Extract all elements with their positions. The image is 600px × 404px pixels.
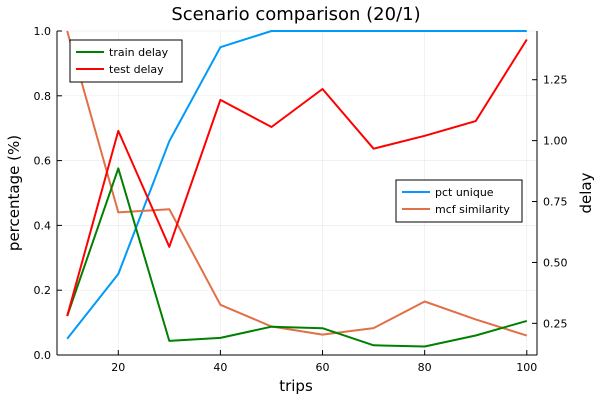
right-tick-label: 1.25: [543, 74, 568, 87]
legend-pct: pct unique mcf similarity: [395, 179, 523, 223]
x-tick-label: 40: [213, 361, 227, 374]
x-tick-label: 80: [418, 361, 432, 374]
left-tick-label: 0.4: [34, 219, 52, 232]
series-line-train-delay: [66, 167, 528, 348]
legend-box: [69, 39, 183, 83]
right-tick-label: 0.50: [543, 256, 568, 269]
left-axis-label: percentage (%): [5, 135, 23, 251]
legend-label-pct-unique: pct unique: [435, 186, 494, 199]
right-tick-label: 0.75: [543, 196, 568, 209]
legend-label-test-delay: test delay: [109, 63, 164, 76]
legend-label-train-delay: train delay: [109, 46, 169, 59]
series-layer: [66, 30, 528, 348]
left-tick-label: 0.2: [34, 284, 52, 297]
left-tick-label: 1.0: [34, 25, 52, 38]
series-line-test-delay: [66, 38, 528, 317]
chart-title: Scenario comparison (20/1): [171, 4, 420, 25]
left-tick-label: 0.6: [34, 155, 52, 168]
legend-label-mcf-similarity: mcf similarity: [435, 203, 510, 216]
right-tick-label: 0.25: [543, 317, 568, 330]
legend-box: [395, 179, 523, 223]
x-axis-label: trips: [279, 377, 313, 395]
x-tick-label: 20: [111, 361, 125, 374]
axis-layer: 20 40 60 80 100 0.0 0.2 0.4 0.6 0.8 1.0 0.25 0.50 0.7…: [34, 25, 568, 374]
series-line-pct-unique: [66, 30, 527, 340]
left-tick-label: 0.8: [34, 90, 52, 103]
legend-delay: train delay test delay: [69, 39, 183, 83]
series-line-mcf-similarity: [66, 30, 528, 337]
right-axis-label: delay: [577, 172, 595, 213]
x-tick-label: 60: [316, 361, 330, 374]
x-tick-label: 100: [516, 361, 537, 374]
left-tick-label: 0.0: [34, 349, 52, 362]
right-tick-label: 1.00: [543, 135, 568, 148]
